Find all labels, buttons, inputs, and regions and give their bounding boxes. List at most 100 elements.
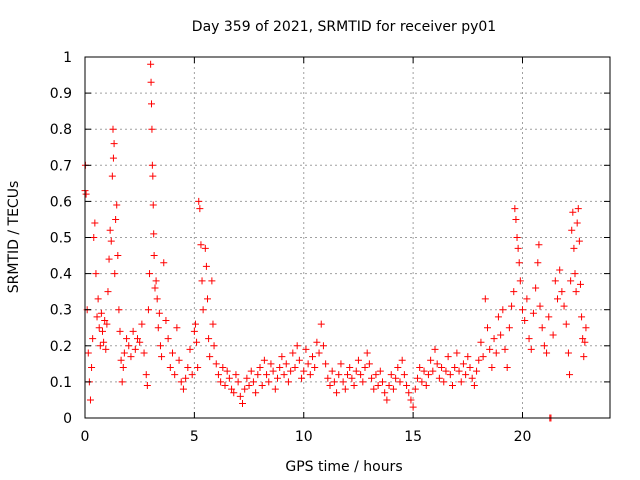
data-point bbox=[392, 374, 400, 382]
data-point bbox=[505, 324, 513, 332]
data-point bbox=[527, 345, 535, 353]
data-point bbox=[84, 349, 92, 357]
data-point bbox=[208, 277, 216, 285]
data-point bbox=[394, 363, 402, 371]
data-point bbox=[446, 371, 454, 379]
data-point bbox=[304, 360, 312, 368]
data-point bbox=[125, 342, 133, 350]
data-point bbox=[193, 338, 201, 346]
data-point bbox=[249, 378, 257, 386]
data-point bbox=[466, 363, 474, 371]
data-point bbox=[313, 338, 321, 346]
data-point bbox=[131, 345, 139, 353]
data-point bbox=[209, 320, 217, 328]
data-point bbox=[457, 378, 465, 386]
data-point bbox=[571, 270, 579, 278]
data-point bbox=[515, 259, 523, 267]
data-point bbox=[236, 392, 244, 400]
y-tick-label: 0.2 bbox=[50, 339, 72, 355]
data-point bbox=[119, 363, 127, 371]
data-point bbox=[333, 389, 341, 397]
data-point bbox=[108, 172, 116, 180]
data-point bbox=[319, 342, 327, 350]
chart-title: Day 359 of 2021, SRMTID for receiver py0… bbox=[192, 19, 496, 35]
data-point bbox=[477, 338, 485, 346]
data-point bbox=[282, 360, 290, 368]
data-point bbox=[144, 306, 152, 314]
data-point bbox=[93, 313, 101, 321]
data-point bbox=[96, 342, 104, 350]
data-point bbox=[403, 382, 411, 390]
data-point bbox=[484, 324, 491, 332]
data-point bbox=[309, 353, 316, 361]
data-point bbox=[149, 201, 157, 209]
data-point bbox=[204, 295, 211, 303]
data-point bbox=[379, 378, 386, 386]
data-point bbox=[409, 403, 417, 411]
data-point bbox=[389, 385, 397, 393]
data-point bbox=[572, 288, 580, 296]
data-point bbox=[427, 356, 435, 364]
data-point bbox=[265, 378, 273, 386]
data-point bbox=[361, 363, 369, 371]
data-point bbox=[269, 367, 277, 375]
data-point bbox=[549, 331, 557, 339]
data-point bbox=[158, 353, 166, 361]
data-point bbox=[300, 367, 308, 375]
y-tick-label: 0.9 bbox=[50, 86, 72, 102]
data-point bbox=[582, 324, 590, 332]
data-point bbox=[221, 382, 229, 390]
data-point bbox=[271, 385, 279, 393]
x-tick-label: 0 bbox=[81, 429, 90, 445]
data-point bbox=[306, 371, 314, 379]
data-point bbox=[171, 371, 179, 379]
data-point bbox=[540, 342, 548, 350]
data-point bbox=[214, 371, 222, 379]
data-point bbox=[260, 356, 268, 364]
data-point bbox=[376, 367, 384, 375]
data-point bbox=[570, 244, 578, 252]
data-point bbox=[387, 371, 395, 379]
y-tick-label: 0.4 bbox=[50, 267, 72, 283]
data-point bbox=[529, 309, 537, 317]
data-point bbox=[470, 382, 478, 390]
data-point bbox=[91, 219, 99, 227]
data-point bbox=[142, 371, 150, 379]
data-point bbox=[339, 378, 347, 386]
data-point bbox=[396, 378, 404, 386]
data-point bbox=[199, 306, 207, 314]
data-point bbox=[416, 363, 424, 371]
data-point bbox=[112, 215, 120, 223]
data-point bbox=[298, 374, 306, 382]
data-point bbox=[538, 324, 546, 332]
data-point bbox=[110, 140, 118, 148]
data-point bbox=[359, 378, 367, 386]
data-point bbox=[247, 367, 255, 375]
data-point bbox=[164, 335, 172, 343]
data-point bbox=[195, 197, 203, 205]
data-point bbox=[225, 374, 233, 382]
tick-layer bbox=[84, 56, 610, 419]
data-point bbox=[468, 374, 476, 382]
data-point bbox=[191, 320, 199, 328]
data-point bbox=[501, 345, 509, 353]
data-point bbox=[315, 349, 323, 357]
data-point bbox=[302, 345, 310, 353]
data-point bbox=[519, 306, 526, 314]
data-point bbox=[278, 353, 286, 361]
data-point bbox=[451, 363, 459, 371]
data-point bbox=[115, 306, 123, 314]
data-point bbox=[94, 295, 102, 303]
data-point bbox=[444, 353, 452, 361]
data-point bbox=[103, 320, 111, 328]
data-point bbox=[357, 371, 365, 379]
data-point bbox=[429, 367, 437, 375]
data-point bbox=[205, 335, 213, 343]
data-point bbox=[317, 320, 325, 328]
data-point bbox=[569, 208, 577, 216]
data-point bbox=[118, 378, 126, 386]
data-point bbox=[385, 382, 393, 390]
data-point bbox=[107, 237, 115, 245]
data-point bbox=[230, 389, 238, 397]
